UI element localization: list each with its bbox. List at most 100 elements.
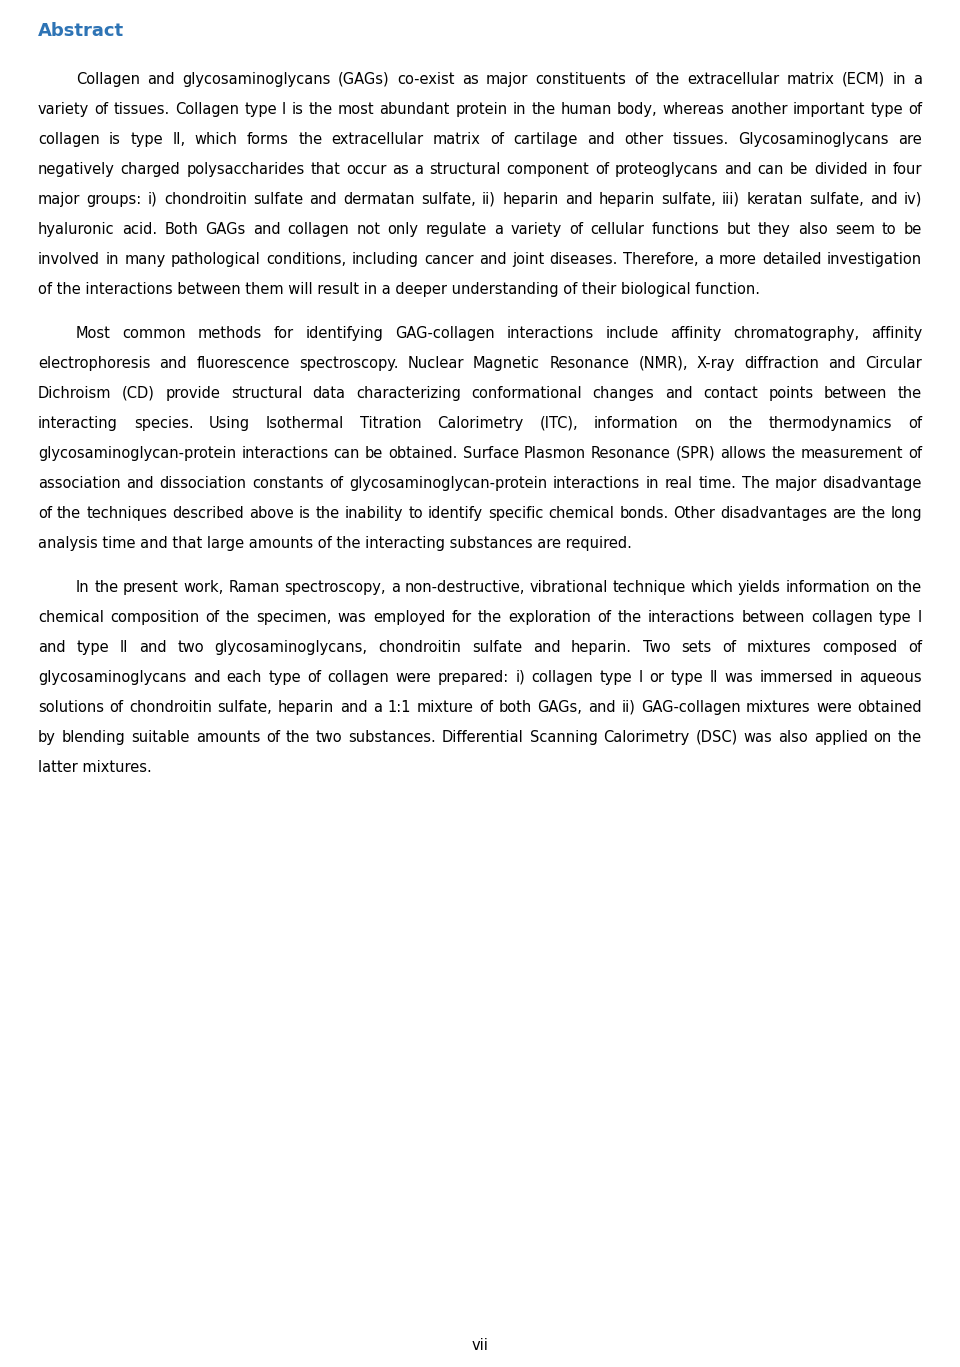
Text: identifying: identifying (305, 325, 383, 340)
Text: of: of (634, 72, 648, 87)
Text: involved: involved (38, 252, 100, 267)
Text: dissociation: dissociation (159, 476, 247, 491)
Text: glycosaminoglycans: glycosaminoglycans (182, 72, 330, 87)
Text: be: be (903, 221, 922, 236)
Text: and: and (828, 355, 856, 370)
Text: fluorescence: fluorescence (196, 355, 290, 370)
Text: II,: II, (172, 133, 185, 148)
Text: time.: time. (698, 476, 736, 491)
Text: including: including (351, 252, 419, 267)
Text: major: major (775, 476, 817, 491)
Text: of: of (722, 640, 736, 655)
Text: of: of (908, 103, 922, 118)
Text: of: of (329, 476, 344, 491)
Text: Raman: Raman (228, 580, 280, 595)
Text: two: two (178, 640, 204, 655)
Text: mixture: mixture (417, 700, 473, 715)
Text: which: which (690, 580, 733, 595)
Text: composition: composition (110, 610, 200, 625)
Text: Therefore,: Therefore, (623, 252, 699, 267)
Text: for: for (451, 610, 471, 625)
Text: and: and (159, 355, 187, 370)
Text: Plasmon: Plasmon (523, 446, 586, 461)
Text: exploration: exploration (508, 610, 591, 625)
Text: is: is (109, 133, 121, 148)
Text: Collagen: Collagen (175, 103, 239, 118)
Text: be: be (790, 163, 808, 176)
Text: the: the (57, 506, 82, 521)
Text: and: and (38, 640, 65, 655)
Text: constituents: constituents (536, 72, 627, 87)
Text: to: to (882, 221, 897, 236)
Text: major: major (486, 72, 528, 87)
Text: only: only (388, 221, 419, 236)
Text: and: and (588, 700, 615, 715)
Text: four: four (893, 163, 922, 176)
Text: of: of (307, 670, 322, 685)
Text: Resonance: Resonance (549, 355, 629, 370)
Text: the: the (316, 506, 340, 521)
Text: and: and (665, 385, 692, 401)
Text: identify: identify (428, 506, 483, 521)
Text: measurement: measurement (801, 446, 903, 461)
Text: co-exist: co-exist (397, 72, 454, 87)
Text: electrophoresis: electrophoresis (38, 355, 151, 370)
Text: a: a (415, 163, 423, 176)
Text: long: long (890, 506, 922, 521)
Text: and: and (533, 640, 561, 655)
Text: sulfate: sulfate (472, 640, 522, 655)
Text: of the interactions between them will result in a deeper understanding of their : of the interactions between them will re… (38, 282, 760, 297)
Text: abundant: abundant (379, 103, 450, 118)
Text: hyaluronic: hyaluronic (38, 221, 114, 236)
Text: between: between (741, 610, 804, 625)
Text: charged: charged (121, 163, 180, 176)
Text: component: component (507, 163, 589, 176)
Text: human: human (561, 103, 612, 118)
Text: of: of (597, 610, 612, 625)
Text: GAGs: GAGs (205, 221, 246, 236)
Text: structural: structural (429, 163, 501, 176)
Text: sulfate,: sulfate, (218, 700, 273, 715)
Text: dermatan: dermatan (344, 191, 415, 206)
Text: Using: Using (209, 416, 251, 431)
Text: X-ray: X-ray (697, 355, 735, 370)
Text: matrix: matrix (433, 133, 481, 148)
Text: pathological: pathological (171, 252, 261, 267)
Text: were: were (396, 670, 432, 685)
Text: occur: occur (346, 163, 386, 176)
Text: polysaccharides: polysaccharides (186, 163, 304, 176)
Text: Differential: Differential (442, 730, 524, 745)
Text: the: the (898, 385, 922, 401)
Text: i): i) (148, 191, 157, 206)
Text: divided: divided (814, 163, 868, 176)
Text: and: and (139, 640, 166, 655)
Text: a: a (391, 580, 399, 595)
Text: Two: Two (643, 640, 670, 655)
Text: that: that (310, 163, 340, 176)
Text: II: II (709, 670, 718, 685)
Text: was: was (744, 730, 773, 745)
Text: solutions: solutions (38, 700, 104, 715)
Text: on: on (695, 416, 713, 431)
Text: seem: seem (834, 221, 875, 236)
Text: of: of (38, 506, 52, 521)
Text: and: and (309, 191, 337, 206)
Text: heparin: heparin (598, 191, 655, 206)
Text: II: II (120, 640, 129, 655)
Text: the: the (898, 580, 922, 595)
Text: also: also (798, 221, 828, 236)
Text: blending: blending (61, 730, 126, 745)
Text: important: important (793, 103, 865, 118)
Text: interacting: interacting (38, 416, 118, 431)
Text: Both: Both (164, 221, 198, 236)
Text: contact: contact (703, 385, 757, 401)
Text: Other: Other (674, 506, 715, 521)
Text: but: but (726, 221, 751, 236)
Text: a: a (705, 252, 713, 267)
Text: is: is (299, 506, 310, 521)
Text: described: described (172, 506, 244, 521)
Text: characterizing: characterizing (356, 385, 461, 401)
Text: other: other (624, 133, 663, 148)
Text: can: can (333, 446, 360, 461)
Text: latter mixtures.: latter mixtures. (38, 760, 152, 775)
